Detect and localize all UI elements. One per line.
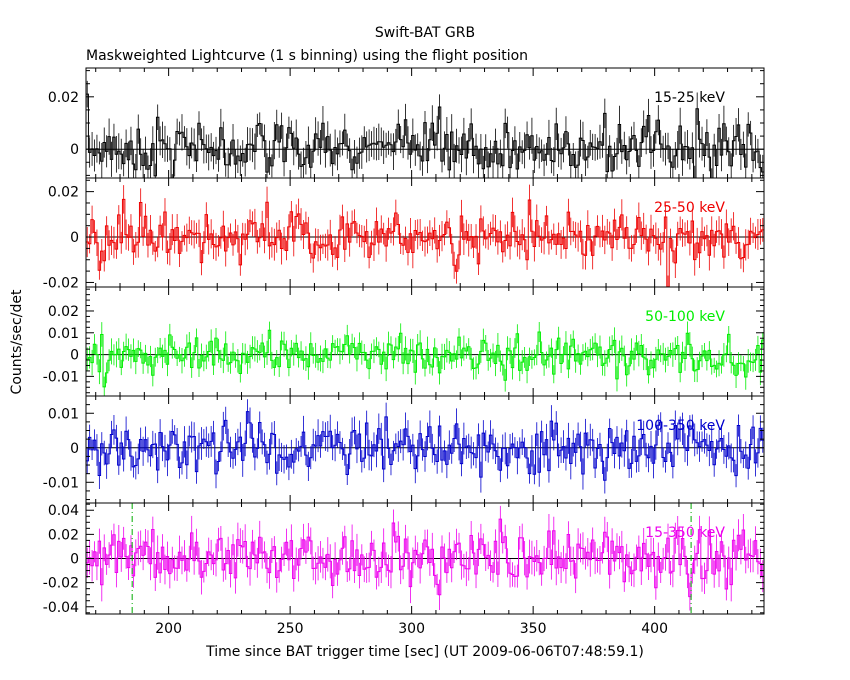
y-axis-label: Counts/sec/det (9, 289, 25, 394)
y-tick-label: 0 (70, 441, 79, 457)
y-tick-label: 0 (70, 348, 79, 364)
x-tick-label: 300 (398, 621, 425, 637)
panel-100-350-kev: -0.01 0 0.01 100-350 keV (43, 395, 765, 504)
x-tick-label: 350 (520, 621, 547, 637)
panel-15-25-kev: 0 0.02 15-25 keV (48, 67, 765, 179)
energy-band-label: 100-350 keV (636, 418, 725, 434)
energy-band-label: 15-350 keV (645, 525, 725, 541)
y-tick-label: 0.02 (48, 527, 79, 543)
y-tick-label: -0.01 (43, 475, 79, 491)
x-tick-label: 400 (641, 621, 668, 637)
x-tick-label: 250 (277, 621, 304, 637)
y-tick-label: 0.01 (48, 406, 79, 422)
y-tick-label: 0 (70, 230, 79, 246)
series-line (86, 198, 764, 287)
y-tick-label: -0.02 (43, 576, 79, 592)
y-tick-label: 0 (70, 552, 79, 568)
energy-band-label: 50-100 keV (645, 309, 725, 325)
series-line (86, 329, 764, 388)
y-tick-label: 0 (70, 142, 79, 158)
y-tick-label: -0.01 (43, 369, 79, 385)
y-tick-label: 0.02 (48, 90, 79, 106)
series-line (86, 411, 764, 481)
series-line (86, 518, 764, 598)
energy-band-label: 25-50 keV (654, 200, 725, 216)
y-tick-label: 0.04 (48, 503, 79, 519)
panel-frame (85, 286, 765, 397)
panel-15-350-kev: -0.04 -0.02 0 0.02 0.04 15-350 keV (43, 502, 765, 616)
series-line (86, 93, 764, 178)
energy-band-label: 15-25 keV (654, 90, 725, 106)
panel-25-50-kev: -0.02 0 0.02 25-50 keV (43, 177, 765, 291)
x-axis-label: Time since BAT trigger time [sec] (UT 20… (205, 644, 644, 660)
figure-subtitle: Maskweighted Lightcurve (1 s binning) us… (86, 48, 528, 64)
panel-50-100-kev: -0.01 0 0.01 0.02 50-100 keV (43, 286, 765, 397)
figure-title: Swift-BAT GRB (375, 25, 475, 41)
y-tick-label: -0.02 (43, 275, 79, 291)
y-tick-label: 0.01 (48, 326, 79, 342)
y-tick-label: 0.02 (48, 304, 79, 320)
y-tick-label: 0.02 (48, 185, 79, 201)
x-tick-label: 200 (155, 621, 182, 637)
y-tick-label: -0.04 (43, 600, 79, 616)
series-error-bars (86, 321, 764, 396)
